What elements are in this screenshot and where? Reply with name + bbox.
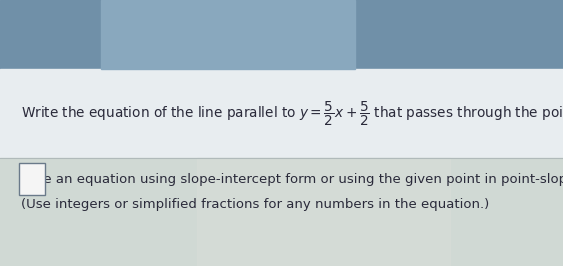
Bar	[0, 0, 563, 69]
FancyBboxPatch shape	[19, 163, 45, 195]
Text: Write the equation of the line parallel to $y=\dfrac{5}{2}x+\dfrac{5}{2}$ that p: Write the equation of the line parallel …	[21, 99, 563, 128]
Text: (Use integers or simplified fractions for any numbers in the equation.): (Use integers or simplified fractions fo…	[21, 198, 490, 211]
Bar	[0, 158, 563, 266]
Bar	[101, 0, 355, 69]
Text: Type an equation using slope-intercept form or using the given point in point-sl: Type an equation using slope-intercept f…	[21, 173, 563, 186]
Bar	[197, 158, 450, 266]
Bar	[0, 69, 563, 158]
